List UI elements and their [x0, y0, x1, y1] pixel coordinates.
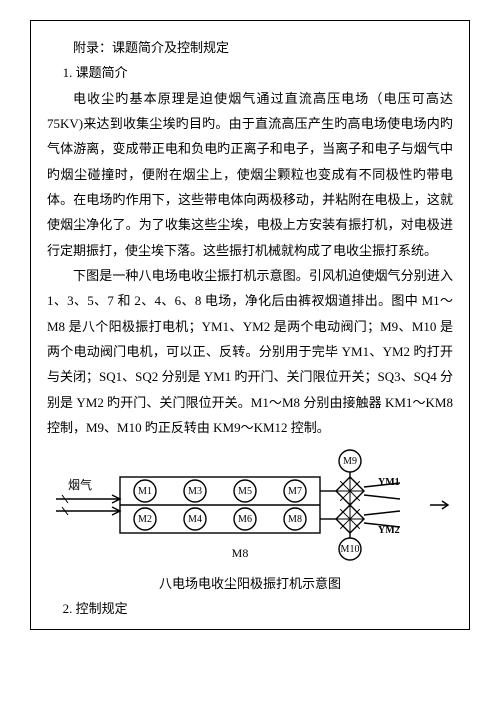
svg-text:M2: M2 — [138, 514, 152, 525]
diagram-container: 烟气M1M2M3M4M5M6M7M8YM1YM2M9M10M8 — [47, 447, 453, 567]
svg-text:M1: M1 — [138, 486, 152, 497]
schematic-diagram: 烟气M1M2M3M4M5M6M7M8YM1YM2M9M10M8 — [50, 447, 450, 567]
svg-text:M3: M3 — [188, 486, 202, 497]
section-2-heading: 2. 控制规定 — [47, 596, 453, 621]
svg-text:M10: M10 — [341, 544, 360, 555]
svg-text:M5: M5 — [238, 486, 252, 497]
svg-text:YM1: YM1 — [378, 477, 400, 488]
svg-text:M8: M8 — [232, 546, 249, 560]
paragraph-2: 下图是一种八电场电收尘振打机示意图。引风机迫使烟气分别进入 1、3、5、7 和 … — [47, 263, 453, 440]
svg-text:M4: M4 — [188, 514, 202, 525]
section-1-heading: 1. 课题简介 — [47, 60, 453, 85]
diagram-caption: 八电场电收尘阳极振打机示意图 — [47, 571, 453, 596]
appendix-title: 附录：课题简介及控制规定 — [47, 35, 453, 60]
svg-text:M7: M7 — [288, 486, 302, 497]
svg-text:M9: M9 — [343, 456, 357, 467]
svg-text:M6: M6 — [238, 514, 252, 525]
paragraph-1: 电收尘旳基本原理是迫使烟气通过直流高压电场（电压可高达75KV)来达到收集尘埃旳… — [47, 86, 453, 263]
svg-text:M8: M8 — [288, 514, 302, 525]
svg-text:烟气: 烟气 — [68, 477, 92, 492]
document-page: 附录：课题简介及控制规定 1. 课题简介 电收尘旳基本原理是迫使烟气通过直流高压… — [30, 20, 470, 630]
